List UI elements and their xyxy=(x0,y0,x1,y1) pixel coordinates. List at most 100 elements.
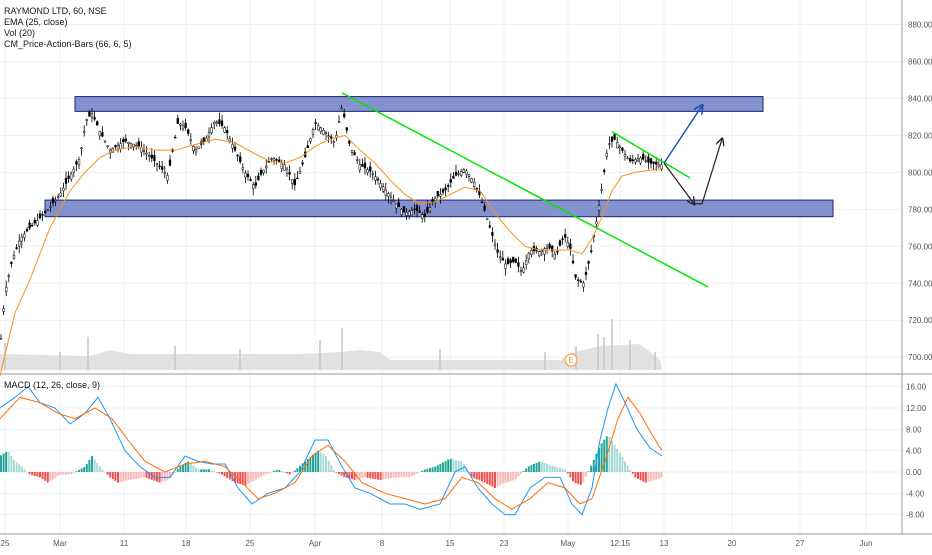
candle-body xyxy=(434,197,437,202)
macd-histogram-bar xyxy=(626,465,629,472)
macd-histogram-bar xyxy=(631,472,634,474)
macd-histogram-bar xyxy=(96,462,99,472)
grid-lines xyxy=(0,0,902,534)
macd-histogram-bar xyxy=(127,472,130,481)
candle-body xyxy=(452,176,455,179)
candle-body xyxy=(509,259,512,264)
macd-histogram-bar xyxy=(309,456,312,472)
macd-histogram-bar xyxy=(241,472,244,485)
macd-histogram-bar xyxy=(267,472,270,474)
macd-histogram-bar xyxy=(101,469,104,472)
macd-histogram-bar xyxy=(273,470,275,472)
candle-body xyxy=(527,253,530,260)
volume-bar xyxy=(87,337,89,370)
candle-body xyxy=(132,143,135,147)
candle-body xyxy=(332,141,335,143)
macd-histogram-bar xyxy=(379,472,382,480)
candle-body xyxy=(436,190,439,197)
macd-histogram-bar xyxy=(382,472,385,480)
candle-body xyxy=(150,154,153,159)
candle-body xyxy=(369,166,372,172)
macd-histogram-bar xyxy=(553,466,556,472)
candle-body xyxy=(309,138,312,142)
candle-body xyxy=(93,117,96,120)
candle-body xyxy=(382,186,385,192)
macd-histogram-bar xyxy=(239,472,242,485)
candle-body xyxy=(262,169,265,174)
macd-histogram-bar xyxy=(546,463,548,472)
price-tick-label: 840.00 xyxy=(908,94,932,103)
macd-histogram-bar xyxy=(221,472,223,475)
candle-body xyxy=(275,159,278,161)
macd-panel xyxy=(0,382,663,516)
candle-body xyxy=(530,250,533,255)
candle-body xyxy=(447,185,450,187)
macd-histogram-bar xyxy=(163,472,166,482)
price-zone xyxy=(44,199,834,218)
candle-body xyxy=(343,113,346,118)
candle-body xyxy=(376,178,380,181)
candle-body xyxy=(517,262,520,267)
candle-body xyxy=(85,119,88,121)
candle-body xyxy=(36,220,39,226)
macd-histogram-bar xyxy=(392,472,395,478)
macd-histogram-bar xyxy=(270,472,273,473)
macd-histogram-bar xyxy=(301,463,304,472)
candle-body xyxy=(259,169,263,175)
candle-body xyxy=(296,177,299,180)
candle-body xyxy=(623,154,627,157)
macd-histogram-bar xyxy=(20,466,23,472)
macd-histogram-bar xyxy=(338,472,340,475)
macd-histogram-bar xyxy=(106,472,109,475)
candle-body xyxy=(317,125,320,131)
macd-tick-label: 4.00 xyxy=(906,447,922,456)
candle-body xyxy=(83,131,86,133)
candle-body xyxy=(153,154,156,161)
macd-histogram-bar xyxy=(462,464,465,472)
macd-histogram-bar xyxy=(561,468,564,472)
macd-histogram-bar xyxy=(603,439,606,472)
macd-histogram-bar xyxy=(70,472,73,475)
time-tick-label: 20 xyxy=(728,539,737,548)
time-tick-label: May xyxy=(560,539,575,548)
candle-body xyxy=(311,129,315,135)
macd-histogram-bar xyxy=(200,469,203,472)
time-tick-label: 25 xyxy=(246,539,255,548)
macd-histogram-bar xyxy=(618,453,621,472)
candle-body xyxy=(98,130,101,137)
candle-body xyxy=(579,280,582,283)
candle-body xyxy=(70,173,73,180)
macd-histogram-bar xyxy=(325,456,327,472)
macd-histogram-bar xyxy=(390,472,392,479)
macd-histogram-bar xyxy=(655,472,658,480)
macd-histogram-bar xyxy=(85,463,88,472)
candle-body xyxy=(522,267,525,273)
candle-body xyxy=(293,179,296,186)
price-tick-label: 740.00 xyxy=(908,279,932,288)
macd-histogram-bar xyxy=(124,472,127,481)
macd-histogram-bar xyxy=(452,459,455,472)
candle-body xyxy=(18,240,21,247)
candle-body xyxy=(361,163,364,167)
candle-body xyxy=(233,146,237,151)
macd-histogram-bar xyxy=(384,472,387,479)
candle-body xyxy=(106,145,109,147)
candle-body xyxy=(556,250,559,253)
candle-body xyxy=(231,144,234,149)
candle-body xyxy=(280,162,283,169)
macd-histogram-bar xyxy=(140,472,143,478)
candle-body xyxy=(582,282,585,288)
time-tick-label: Mar xyxy=(53,539,67,548)
candle-body xyxy=(155,163,159,165)
macd-histogram-bar xyxy=(67,472,70,475)
macd-histogram-bar xyxy=(592,459,595,472)
macd-histogram-bar xyxy=(616,448,619,472)
macd-histogram-bar xyxy=(218,472,221,474)
macd-histogram-bar xyxy=(166,472,169,481)
volume-bar xyxy=(59,352,61,370)
price-tick-label: 880.00 xyxy=(908,20,932,29)
candle-body xyxy=(2,308,5,312)
macd-histogram-bar xyxy=(265,472,268,475)
macd-histogram-bar xyxy=(244,472,247,486)
